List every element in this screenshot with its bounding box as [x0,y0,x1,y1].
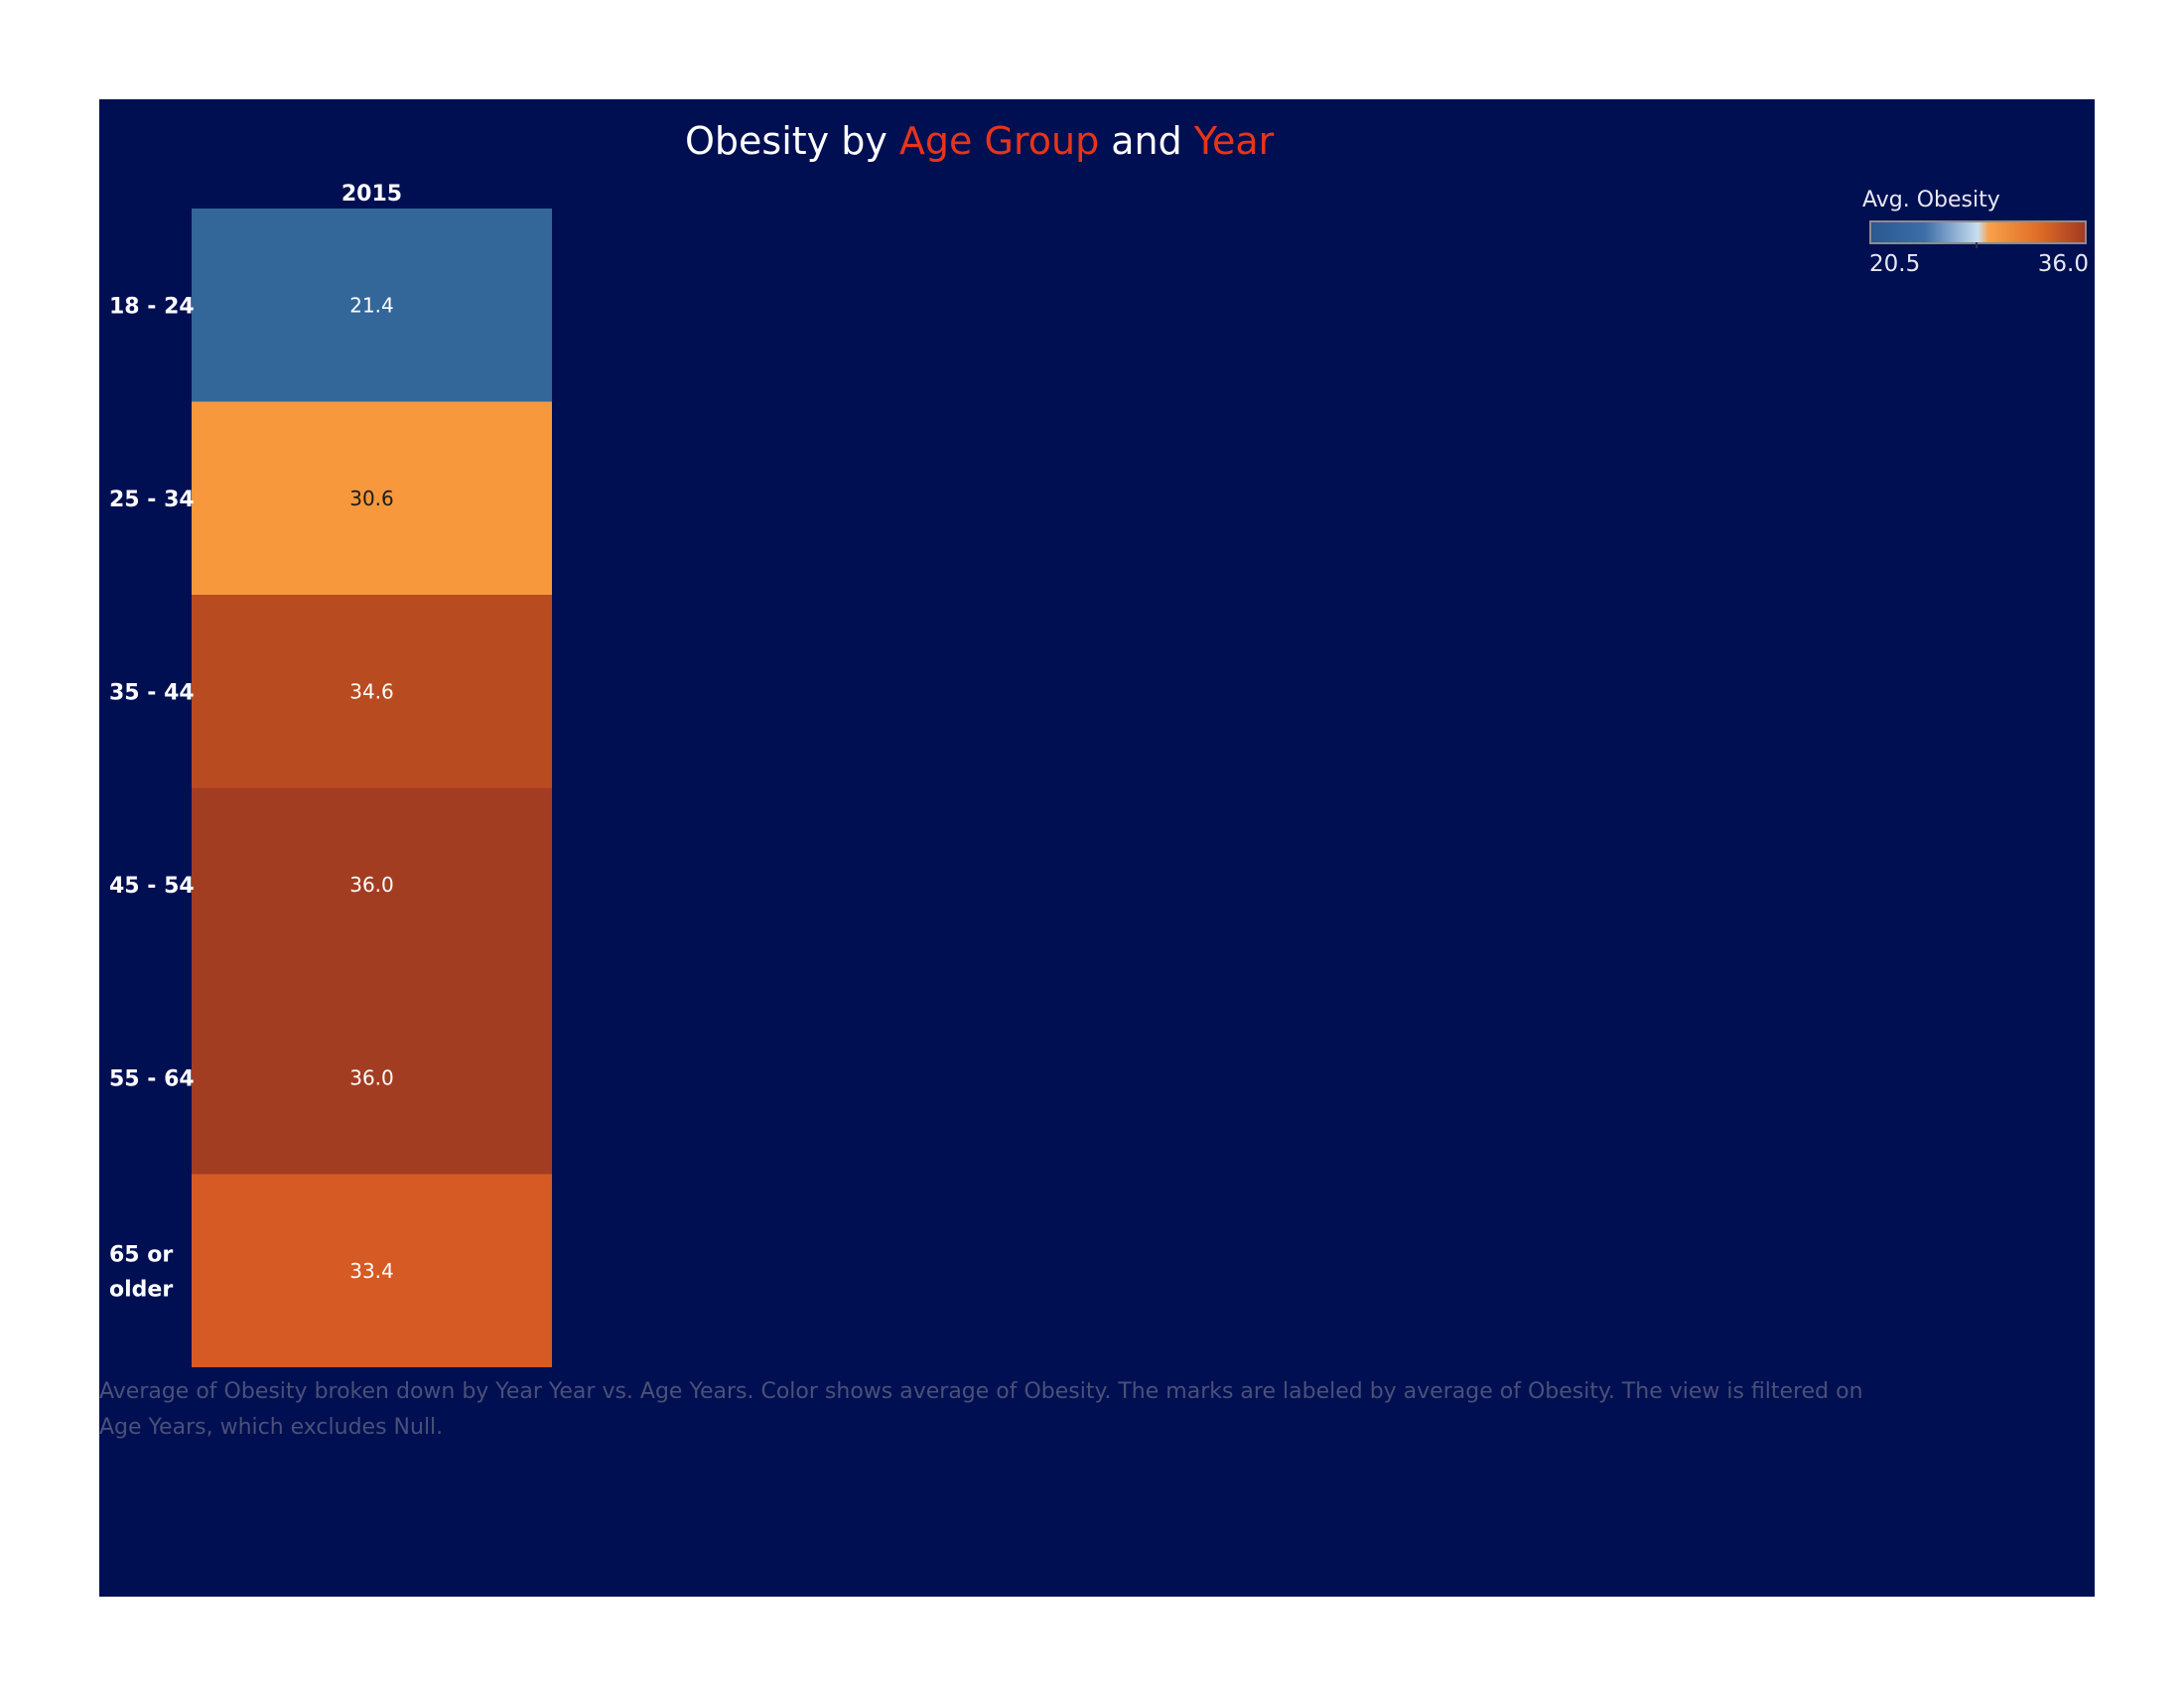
heatmap-cell [192,209,552,402]
legend-title: Avg. Obesity [1862,188,2000,212]
heatmap-cell [192,981,552,1175]
cell-value-label: 30.6 [349,487,394,510]
heatmap-cell [192,595,552,788]
cell-value-label: 34.6 [349,679,394,703]
row-label: 55 - 64 [109,1066,195,1091]
title-part-1: Obesity by [685,119,899,163]
row-label: 65 or older [109,1242,173,1302]
cell-value-label: 36.0 [349,1065,394,1089]
legend-min-label: 20.5 [1869,251,1921,277]
row-label: 18 - 24 [109,294,195,319]
legend-midpoint-tick [1976,242,1978,248]
heatmap-cell [192,1174,552,1367]
column-header-year: 2015 [341,182,403,207]
legend-max-label: 36.0 [2037,251,2089,277]
cell-value-label: 33.4 [349,1259,394,1283]
row-label: 35 - 44 [109,680,195,705]
chart-title: Obesity by Age Group and Year [685,111,1459,171]
heatmap-cell [192,401,552,595]
title-part-3: and [1099,119,1194,163]
title-part-age-group: Age Group [898,119,1100,163]
chart-caption: Average of Obesity broken down by Year Y… [99,1379,1863,1440]
heatmap-cell [192,787,552,981]
row-label: 45 - 54 [109,874,195,899]
legend-color-ramp [1869,220,2087,244]
cell-value-label: 36.0 [349,873,394,897]
title-part-year: Year [1193,119,1275,163]
chart-panel: Obesity by Age Group and Year 2015 18 - … [99,99,2095,1597]
row-label: 25 - 34 [109,488,195,512]
cell-value-label: 21.4 [349,293,394,317]
heatmap: 18 - 24 21.4 25 - 34 30.6 35 - 44 34.6 45 - 54… [109,209,552,1367]
